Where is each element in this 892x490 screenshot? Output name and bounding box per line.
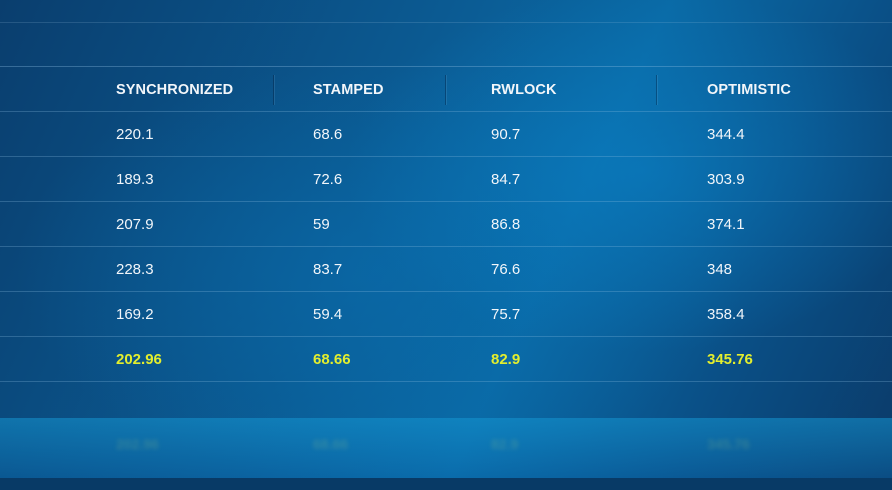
table-row: 189.3 72.6 84.7 303.9 xyxy=(0,156,892,201)
column-separator xyxy=(273,75,274,105)
reflection-ghost: 202.96 xyxy=(116,436,159,452)
table-cell: 83.7 xyxy=(313,261,343,278)
table-row: 220.1 68.6 90.7 344.4 xyxy=(0,111,892,156)
table-cell: 86.8 xyxy=(491,216,521,233)
average-cell: 82.9 xyxy=(491,351,521,368)
table-cell: 303.9 xyxy=(707,171,745,188)
table-cell: 84.7 xyxy=(491,171,521,188)
table-cell: 75.7 xyxy=(491,306,521,323)
column-separator xyxy=(656,75,657,105)
table-row: 228.3 83.7 76.6 348 xyxy=(0,246,892,291)
table-cell: 68.6 xyxy=(313,126,343,143)
table-cell: 207.9 xyxy=(116,216,154,233)
table-cell: 76.6 xyxy=(491,261,521,278)
table-cell: 348 xyxy=(707,261,733,278)
column-header-stamped: STAMPED xyxy=(313,82,384,98)
column-header-synchronized: SYNCHRONIZED xyxy=(116,82,234,98)
table-cell: 169.2 xyxy=(116,306,154,323)
table-cell: 90.7 xyxy=(491,126,521,143)
top-divider xyxy=(0,22,892,23)
column-header-rwlock: RWLOCK xyxy=(491,82,557,98)
table-cell: 220.1 xyxy=(116,126,154,143)
table-cell: 358.4 xyxy=(707,306,745,323)
table-row: 169.2 59.4 75.7 358.4 xyxy=(0,291,892,336)
bottom-bar xyxy=(0,478,892,490)
table-header-row: SYNCHRONIZED STAMPED RWLOCK OPTIMISTIC xyxy=(0,66,892,111)
table-cell: 189.3 xyxy=(116,171,154,188)
results-table: SYNCHRONIZED STAMPED RWLOCK OPTIMISTIC 2… xyxy=(0,66,892,382)
table-cell: 59.4 xyxy=(313,306,343,323)
average-row: 202.96 68.66 82.9 345.76 xyxy=(0,336,892,382)
reflection-ghost: 68.66 xyxy=(313,436,349,452)
table-cell: 374.1 xyxy=(707,216,745,233)
table-cell: 228.3 xyxy=(116,261,154,278)
column-separator xyxy=(445,75,446,105)
table-cell: 344.4 xyxy=(707,126,745,143)
reflection-band: 202.96 68.66 82.9 345.76 xyxy=(0,418,892,478)
average-cell: 202.96 xyxy=(116,351,162,368)
table-cell: 72.6 xyxy=(313,171,343,188)
column-header-optimistic: OPTIMISTIC xyxy=(707,82,791,98)
average-cell: 345.76 xyxy=(707,351,753,368)
table-row: 207.9 59 86.8 374.1 xyxy=(0,201,892,246)
reflection-ghost: 82.9 xyxy=(491,436,519,452)
table-cell: 59 xyxy=(313,216,330,233)
average-cell: 68.66 xyxy=(313,351,351,368)
reflection-ghost: 345.76 xyxy=(707,436,750,452)
